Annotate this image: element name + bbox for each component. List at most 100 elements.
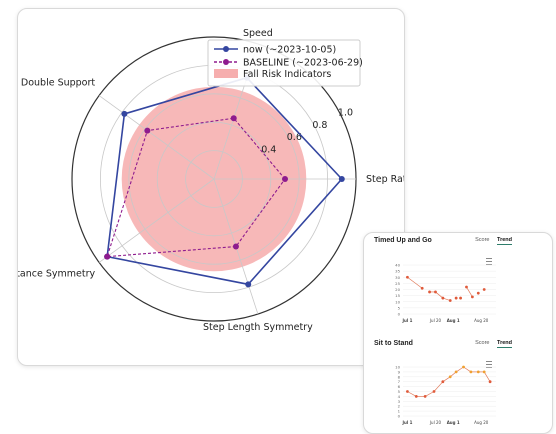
tug-menu-icon[interactable] bbox=[486, 258, 492, 265]
mini-data-point bbox=[428, 290, 431, 294]
radar-series-line bbox=[106, 117, 286, 258]
mini-ytick-label: 40 bbox=[395, 263, 400, 268]
mini-ytick-label: 15 bbox=[395, 293, 400, 298]
mini-data-point bbox=[462, 365, 465, 369]
mini-connector bbox=[483, 371, 491, 382]
legend-label: Fall Risk Indicators bbox=[243, 69, 331, 80]
mini-data-point bbox=[488, 380, 492, 384]
mini-xtick-label: Aug 20 bbox=[474, 420, 489, 425]
mini-xtick-label: Jul 20 bbox=[429, 420, 442, 425]
mini-data-point bbox=[434, 290, 437, 294]
sts-menu-icon[interactable] bbox=[486, 361, 492, 368]
mini-connector bbox=[442, 376, 451, 382]
mini-data-point bbox=[432, 390, 436, 393]
mini-data-point bbox=[454, 370, 458, 374]
mini-ytick-label: 5 bbox=[398, 305, 401, 310]
mini-data-point bbox=[441, 296, 445, 300]
mini-ytick-label: 20 bbox=[395, 287, 400, 292]
mini-connector bbox=[424, 391, 435, 397]
mini-connector bbox=[407, 276, 423, 289]
tug-title: Timed Up and Go bbox=[374, 237, 432, 244]
radar-series-point bbox=[232, 243, 239, 250]
radar-spoke bbox=[98, 178, 215, 263]
mini-ytick-label: 1 bbox=[398, 409, 401, 414]
mini-ytick-label: 3 bbox=[398, 399, 401, 404]
mini-data-point bbox=[482, 370, 486, 374]
tug-tab-trend[interactable]: Trend bbox=[497, 237, 512, 245]
mini-ytick-label: 4 bbox=[398, 394, 401, 399]
radar-axis-label: Speed bbox=[243, 28, 273, 39]
mini-xtick-label: Jul 1 bbox=[401, 318, 412, 323]
radar-axis-label: Step Rate bbox=[366, 174, 404, 185]
radar-chart-card: 0.4 0.6 0.8 1.0 Step Rate Speed Lower Double S… bbox=[0, 8, 413, 366]
mini-ytick-label: 9 bbox=[398, 369, 401, 374]
legend-box bbox=[207, 39, 361, 87]
radar-axis-label: Lower Double Support bbox=[18, 78, 95, 89]
mini-xtick-label: Aug 1 bbox=[447, 420, 460, 425]
radar-series-point bbox=[104, 253, 111, 260]
mini-data-point bbox=[465, 285, 468, 289]
sts-title: Sit to Stand bbox=[374, 340, 413, 347]
mini-ytick-label: 7 bbox=[398, 379, 401, 384]
radar-legend: now (~2023-10-05) BASELINE (~2023-06-29)F… bbox=[207, 39, 363, 87]
radar-tick-label: 0.6 bbox=[287, 132, 302, 143]
mini-connector bbox=[466, 286, 473, 298]
radar-spoke bbox=[98, 95, 215, 180]
mini-xtick-label: Jul 20 bbox=[429, 318, 442, 323]
mini-xtick-label: Jul 1 bbox=[401, 420, 412, 425]
tug-tab-score[interactable]: Score bbox=[475, 237, 490, 243]
legend-label: BASELINE (~2023-06-29) bbox=[243, 58, 363, 69]
sts-tab-score[interactable]: Score bbox=[475, 340, 490, 346]
mini-ytick-label: 0 bbox=[398, 414, 401, 419]
radar-tick-label: 1.0 bbox=[338, 107, 353, 118]
radar-series-point bbox=[230, 115, 237, 122]
mini-data-point bbox=[406, 390, 409, 393]
mini-ytick-label: 25 bbox=[395, 281, 400, 286]
radar-tick-label: 0.4 bbox=[261, 145, 276, 156]
mini-connector bbox=[407, 391, 417, 397]
mini-ytick-label: 30 bbox=[395, 275, 400, 280]
mini-ytick-label: 10 bbox=[395, 365, 400, 370]
mini-data-point bbox=[414, 395, 418, 398]
mini-data-point bbox=[470, 295, 474, 299]
mini-ytick-label: 8 bbox=[398, 374, 401, 379]
mini-data-point bbox=[441, 380, 445, 384]
radar-tick-label: 0.8 bbox=[312, 120, 327, 131]
mini-ytick-label: 2 bbox=[398, 404, 401, 409]
mini-ytick-label: 6 bbox=[398, 384, 401, 389]
mini-connector bbox=[433, 381, 444, 392]
mini-ytick-label: 0 bbox=[398, 312, 401, 317]
tug-tabs: Score Trend bbox=[469, 237, 512, 245]
radar-axis-label: Stance Symmetry bbox=[18, 268, 95, 279]
mini-connector bbox=[455, 366, 464, 373]
mini-data-point bbox=[476, 370, 480, 374]
mini-data-point bbox=[448, 299, 452, 302]
radar-series-point bbox=[245, 281, 252, 288]
mini-ytick-label: 5 bbox=[398, 389, 401, 394]
radar-series-point bbox=[282, 176, 288, 182]
mini-data-point bbox=[459, 296, 462, 300]
sts-tab-trend[interactable]: Trend bbox=[497, 340, 512, 348]
mini-xtick-label: Aug 20 bbox=[474, 318, 489, 323]
mini-data-point bbox=[469, 370, 473, 374]
mini-xtick-label: Aug 1 bbox=[447, 318, 460, 323]
legend-label: now (~2023-10-05) bbox=[243, 45, 336, 56]
mini-data-point bbox=[448, 375, 452, 379]
mini-connector bbox=[435, 291, 444, 299]
radar-series-line bbox=[106, 76, 343, 286]
mini-ytick-label: 10 bbox=[395, 299, 400, 304]
mini-data-point bbox=[476, 291, 480, 295]
radar-chart: 0.4 0.6 0.8 1.0 Step Rate Speed Lower Double S… bbox=[0, 28, 413, 333]
sts-tabs: Score Trend bbox=[469, 340, 512, 348]
assessment-trends-card: Timed Up and Go Score Trend 40 35 30 25 20 15… bbox=[363, 232, 553, 434]
mini-data-point bbox=[420, 286, 424, 290]
legend-swatch bbox=[214, 69, 238, 78]
mini-data-point bbox=[482, 288, 486, 291]
legend-marker bbox=[223, 59, 229, 65]
radar-series-point bbox=[121, 110, 128, 117]
radar-axis-label: Step Length Symmetry bbox=[203, 322, 313, 333]
mini-data-point bbox=[423, 395, 427, 398]
mini-data-point bbox=[454, 296, 458, 300]
